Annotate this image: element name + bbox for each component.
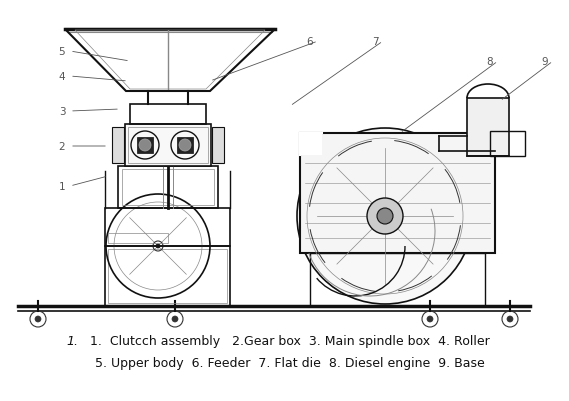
Bar — [490, 132, 525, 157]
Text: 8: 8 — [486, 57, 493, 67]
Bar — [112, 128, 124, 164]
Bar — [118, 166, 218, 209]
Circle shape — [179, 140, 191, 152]
Bar — [212, 128, 224, 164]
Text: 1: 1 — [59, 182, 65, 192]
Bar — [105, 209, 230, 246]
Bar — [108, 249, 227, 303]
Bar — [137, 138, 153, 154]
Text: 7: 7 — [372, 37, 378, 47]
Text: 1.: 1. — [66, 335, 78, 348]
Text: 3: 3 — [59, 107, 65, 117]
Text: 2: 2 — [59, 142, 65, 152]
Bar — [122, 170, 214, 205]
Circle shape — [367, 198, 403, 235]
Text: 1.  Clutcch assembly   2.Gear box  3. Main spindle box  4. Roller: 1. Clutcch assembly 2.Gear box 3. Main s… — [90, 335, 490, 348]
Bar — [177, 138, 193, 154]
Text: 5. Upper body  6. Feeder  7. Flat die  8. Diesel engine  9. Base: 5. Upper body 6. Feeder 7. Flat die 8. D… — [95, 356, 485, 370]
Bar — [130, 105, 206, 125]
Bar — [125, 125, 211, 166]
Circle shape — [35, 316, 41, 322]
Circle shape — [156, 244, 160, 248]
Bar — [300, 134, 495, 253]
Bar — [467, 99, 509, 157]
Circle shape — [297, 129, 473, 304]
Circle shape — [139, 140, 151, 152]
Bar — [300, 134, 322, 156]
Bar — [310, 253, 485, 306]
Bar — [128, 128, 208, 164]
Bar — [105, 246, 230, 306]
Bar — [108, 233, 168, 243]
Circle shape — [377, 209, 393, 225]
Text: 4: 4 — [59, 72, 65, 82]
Text: 6: 6 — [307, 37, 314, 47]
Text: 9: 9 — [542, 57, 549, 67]
Circle shape — [507, 316, 513, 322]
Text: 5: 5 — [59, 47, 65, 57]
Circle shape — [427, 316, 433, 322]
Circle shape — [172, 316, 178, 322]
